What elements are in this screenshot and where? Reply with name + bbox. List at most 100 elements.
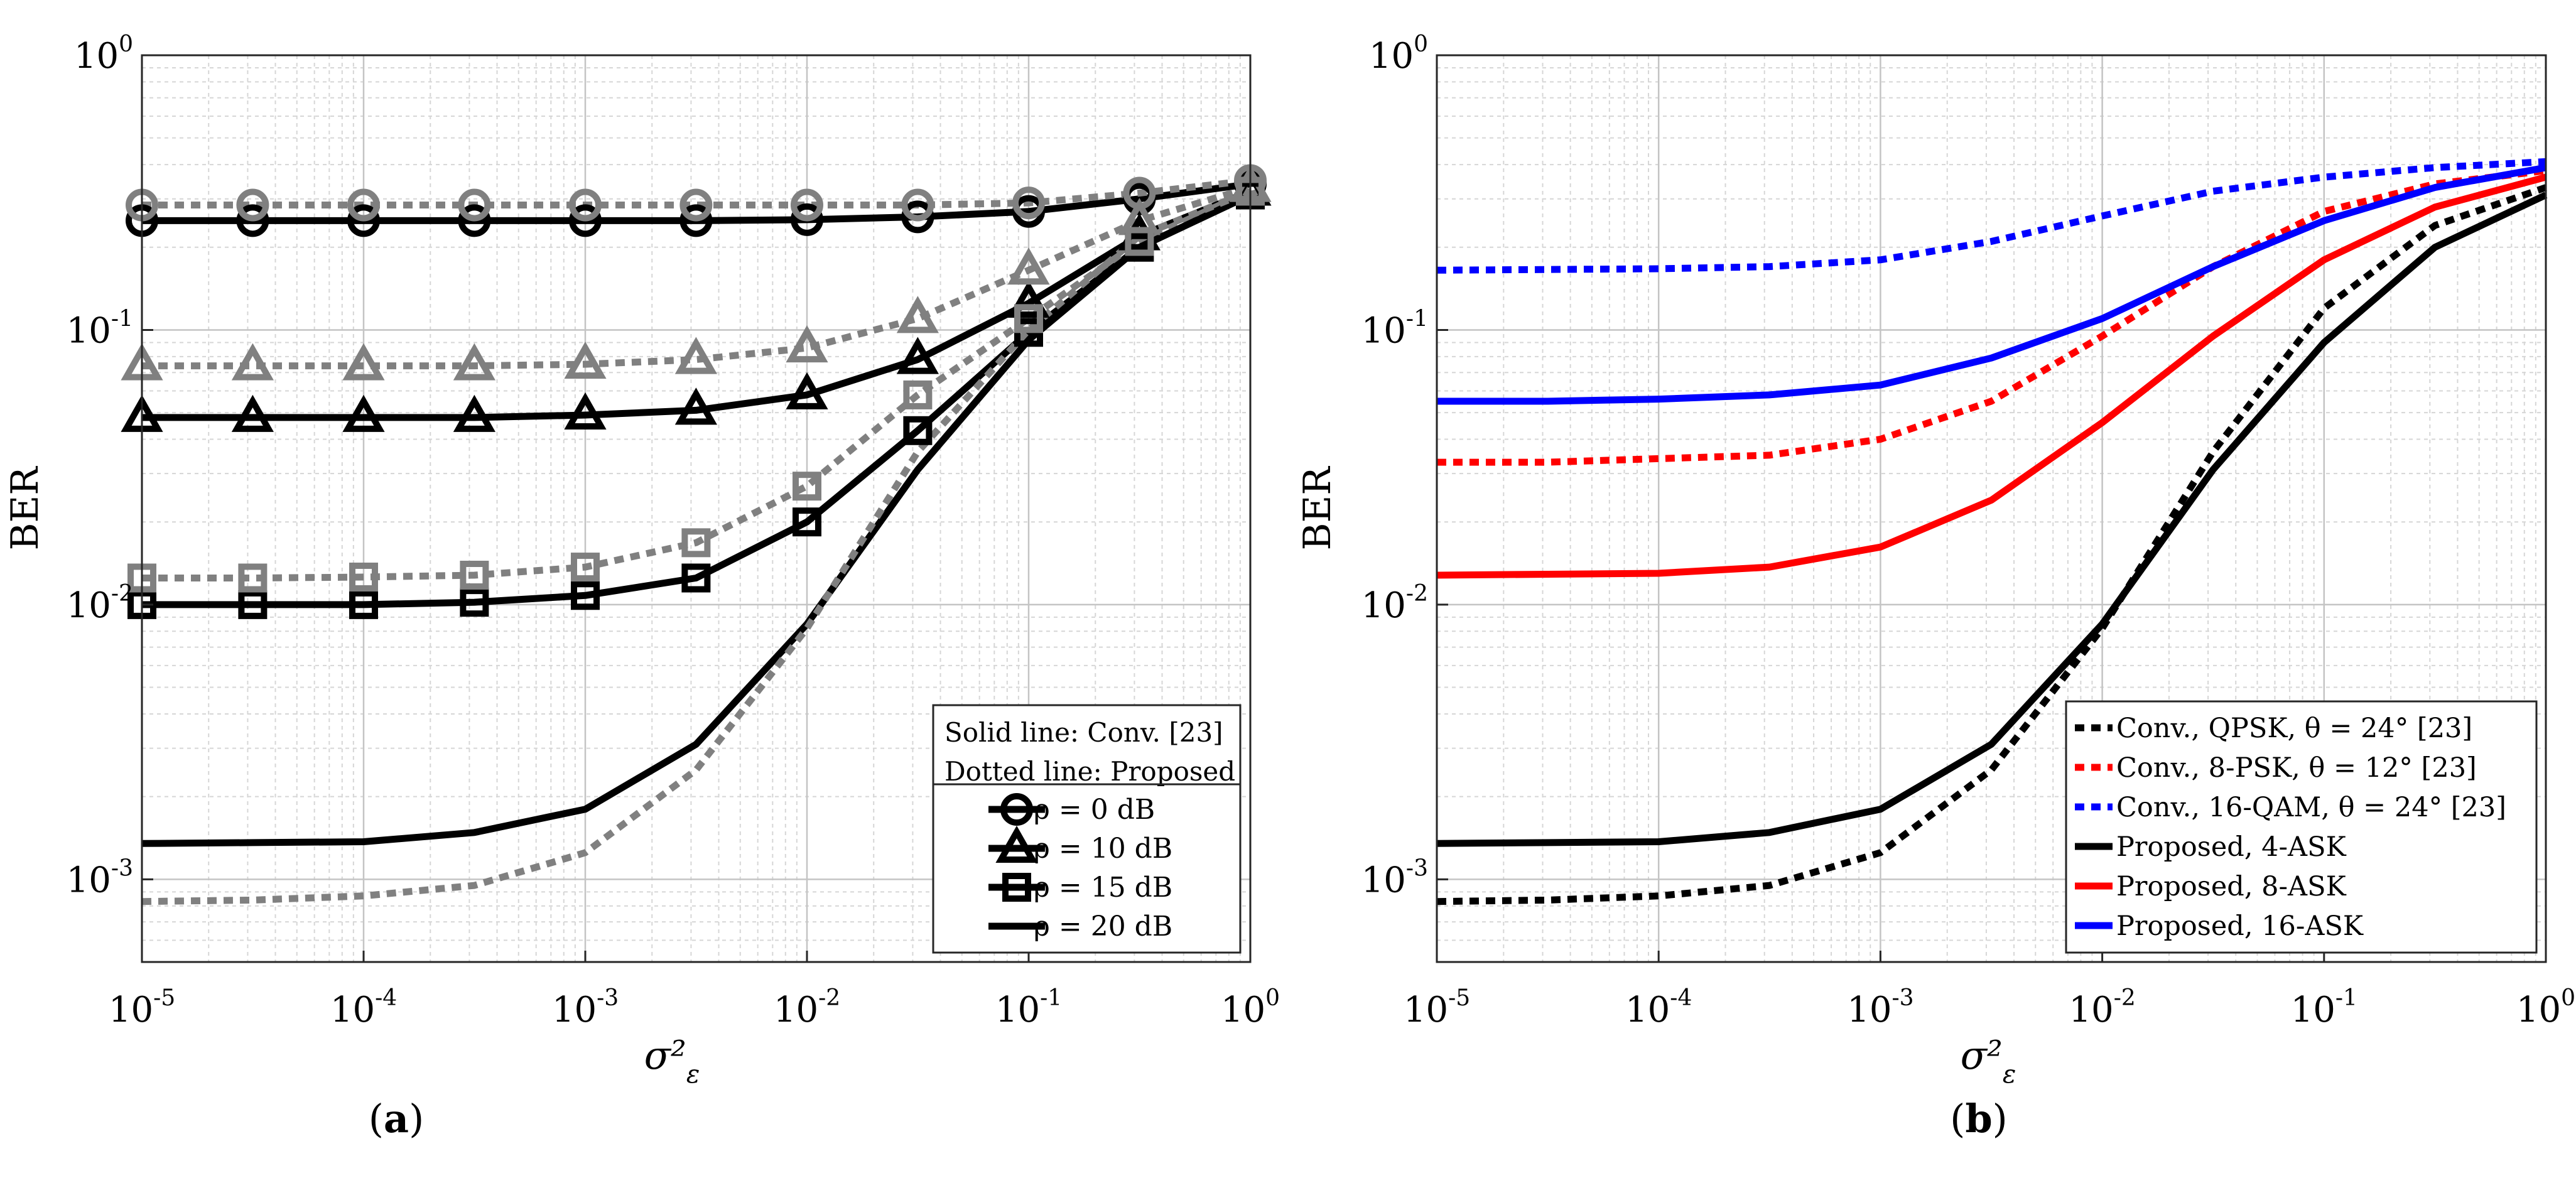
data-point <box>896 296 939 333</box>
x-tick-base: 10 <box>774 990 818 1030</box>
data-point <box>236 204 269 237</box>
y-tick-label: 10-1 <box>1361 306 1428 351</box>
legend-label: Proposed, 16-ASK <box>2116 911 2364 942</box>
x-tick-exponent: 0 <box>1265 985 1280 1011</box>
y-tick-exponent: 0 <box>119 31 133 57</box>
series-line <box>142 184 1252 370</box>
x-tick-exponent: -2 <box>818 985 840 1011</box>
y-tick-label: 100 <box>1369 31 1428 77</box>
x-tick-label: 10-4 <box>1625 985 1692 1030</box>
series-line <box>1436 158 2546 274</box>
x-tick-exponent: -3 <box>1891 985 1913 1011</box>
caption-a-letter: a <box>383 1096 409 1142</box>
x-tick-exponent: -4 <box>375 985 397 1011</box>
caption-b: (b) <box>1950 1096 2008 1142</box>
data-point <box>347 188 380 222</box>
data-point <box>674 337 717 374</box>
panel-a: 10-5 10-4 10-3 10-2 10-1 10010010-110-210-3BE… <box>3 31 1280 1089</box>
y-axis-label: BER <box>3 466 47 551</box>
y-tick-base: 10 <box>1361 310 1406 351</box>
data-point <box>347 204 380 237</box>
y-tick-base: 10 <box>74 36 119 77</box>
legend-label: Conv., QPSK, θ = 24° [23] <box>2116 713 2472 744</box>
caption-a: (a) <box>368 1096 425 1142</box>
data-point <box>903 416 933 445</box>
data-point <box>681 528 711 558</box>
legend-label: ρ = 0 dB <box>1034 794 1155 826</box>
y-tick-exponent: -1 <box>1406 306 1428 332</box>
data-point <box>903 380 933 409</box>
series-line <box>142 188 1252 581</box>
x-tick-base: 10 <box>109 990 153 1030</box>
x-tick-label: 10-5 <box>109 985 175 1030</box>
x-axis-label: σ²ε <box>1961 1032 2016 1089</box>
data-point <box>349 562 378 592</box>
axes-frame <box>141 54 1252 963</box>
x-tick-label: 10-1 <box>995 985 1062 1030</box>
y-tick-label: 10-2 <box>1361 581 1428 626</box>
y-tick-label: 100 <box>74 31 133 77</box>
y-tick-base: 10 <box>1361 860 1406 900</box>
data-point <box>901 200 934 234</box>
x-tick-base: 10 <box>2516 990 2561 1030</box>
data-point <box>460 560 489 590</box>
data-point <box>571 553 600 582</box>
data-point <box>679 188 713 222</box>
data-point <box>349 590 378 619</box>
legend-label: Proposed, 8-ASK <box>2116 871 2347 902</box>
series-line <box>1437 167 2546 466</box>
y-tick-label: 10-2 <box>67 581 133 626</box>
data-point <box>458 188 491 222</box>
panel-b: 10-5 10-4 10-3 10-2 10-1 10010010-110-210-3BE… <box>1296 31 2575 1089</box>
data-point <box>569 188 602 222</box>
series-line <box>141 188 1252 905</box>
series-line <box>141 192 1252 847</box>
x-tick-label: 10-2 <box>2069 985 2135 1030</box>
y-tick-base: 10 <box>1361 585 1406 626</box>
data-point <box>793 472 821 501</box>
data-point <box>238 563 268 593</box>
data-point <box>1012 186 1045 220</box>
x-tick-label: 100 <box>2516 985 2575 1030</box>
series-line <box>142 188 1252 421</box>
x-tick-base: 10 <box>1221 990 1265 1030</box>
y-tick-label: 10-3 <box>1361 855 1428 900</box>
data-point <box>231 343 274 381</box>
series-line <box>142 176 1251 208</box>
legend-header-line: Solid line: Conv. [23] <box>944 717 1223 748</box>
data-point <box>901 188 934 222</box>
data-point <box>236 188 269 222</box>
data-point <box>458 204 491 237</box>
y-tick-base: 10 <box>67 310 111 351</box>
data-point <box>342 343 385 381</box>
x-axis-label-subscript: ε <box>2003 1060 2016 1089</box>
x-tick-label: 10-1 <box>2291 985 2357 1030</box>
data-point <box>460 588 489 617</box>
legend-label: Conv., 8-PSK, θ = 12° [23] <box>2116 752 2477 784</box>
data-point <box>786 325 828 363</box>
data-point <box>1125 227 1154 256</box>
x-axis-label-main: σ² <box>1961 1032 2003 1078</box>
legend-label: Proposed, 4-ASK <box>2116 831 2347 863</box>
axes-frame <box>1436 54 2547 963</box>
data-point <box>674 387 717 425</box>
series-line <box>1437 164 2546 405</box>
data-point <box>569 204 602 237</box>
x-tick-base: 10 <box>552 990 597 1030</box>
data-point <box>453 343 495 381</box>
series-line <box>1436 184 2547 905</box>
data-point <box>681 563 711 593</box>
x-tick-exponent: -4 <box>1670 985 1692 1011</box>
x-tick-exponent: -2 <box>2114 985 2136 1011</box>
legend-label: ρ = 10 dB <box>1034 833 1172 865</box>
x-tick-label: 10-4 <box>330 985 397 1030</box>
y-tick-base: 10 <box>67 860 111 900</box>
data-point <box>342 394 385 432</box>
y-tick-exponent: -3 <box>1406 855 1428 881</box>
legend-label: ρ = 15 dB <box>1034 872 1172 904</box>
x-tick-exponent: 0 <box>2561 985 2575 1011</box>
series-line <box>1436 173 2547 579</box>
y-tick-exponent: -3 <box>111 855 133 881</box>
y-tick-base: 10 <box>67 585 111 626</box>
data-point <box>1007 280 1050 318</box>
